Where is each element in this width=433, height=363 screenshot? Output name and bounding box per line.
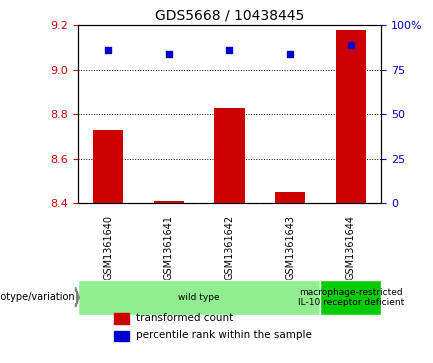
Point — [287, 51, 294, 57]
Text: genotype/variation: genotype/variation — [0, 292, 75, 302]
Text: GSM1361643: GSM1361643 — [285, 215, 295, 280]
Bar — [214, 108, 245, 203]
Bar — [114, 314, 129, 324]
Text: percentile rank within the sample: percentile rank within the sample — [136, 330, 311, 340]
Text: transformed count: transformed count — [136, 313, 233, 323]
Bar — [78, 280, 320, 315]
Text: wild type: wild type — [178, 293, 220, 302]
Text: GSM1361644: GSM1361644 — [346, 215, 356, 280]
Point — [105, 48, 112, 53]
Text: macrophage-restricted
IL-10 receptor deficient: macrophage-restricted IL-10 receptor def… — [297, 287, 404, 307]
Bar — [154, 201, 184, 203]
Bar — [93, 130, 123, 203]
Point — [226, 48, 233, 53]
FancyArrow shape — [75, 287, 79, 307]
Bar — [320, 280, 381, 315]
Text: GSM1361641: GSM1361641 — [164, 215, 174, 280]
Text: GSM1361640: GSM1361640 — [103, 215, 113, 280]
Point — [347, 42, 354, 48]
Bar — [275, 192, 305, 203]
Title: GDS5668 / 10438445: GDS5668 / 10438445 — [155, 9, 304, 23]
Point — [165, 51, 172, 57]
Bar — [336, 30, 366, 203]
Text: GSM1361642: GSM1361642 — [224, 215, 235, 280]
Bar — [114, 331, 129, 341]
